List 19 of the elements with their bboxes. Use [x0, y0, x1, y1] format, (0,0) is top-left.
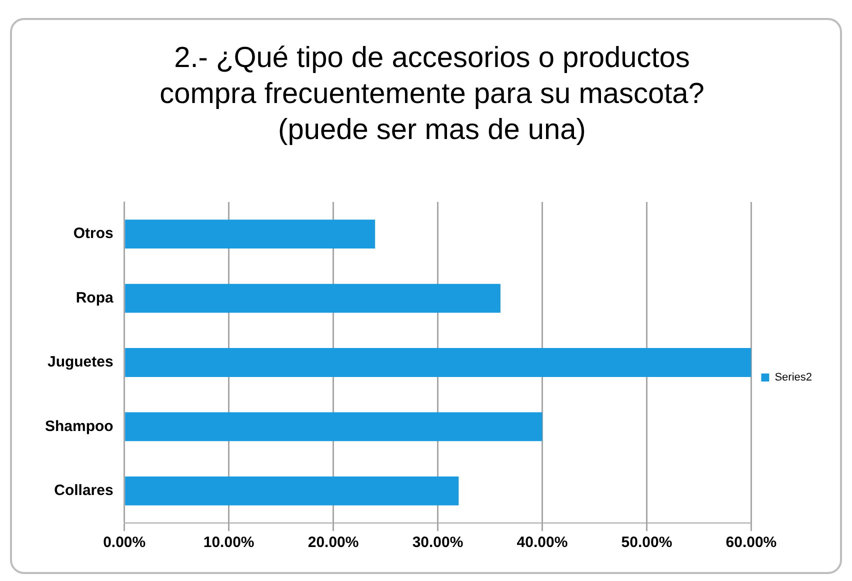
x-tick-label: 0.00% — [103, 534, 146, 552]
bar — [125, 284, 500, 313]
x-tick-label: 20.00% — [308, 534, 359, 552]
x-tick-label: 60.00% — [726, 534, 777, 552]
x-tick-label: 10.00% — [203, 534, 254, 552]
bar — [125, 476, 459, 506]
legend-label: Series2 — [774, 372, 812, 384]
y-tick-label: Juguetes — [47, 354, 114, 371]
bar — [125, 220, 376, 249]
y-tick-label: Collares — [54, 482, 114, 500]
y-tick-label: Ropa — [76, 289, 114, 306]
x-tick-label: 40.00% — [516, 534, 568, 552]
bar — [125, 412, 542, 442]
x-tick-label: 50.00% — [621, 534, 672, 552]
y-tick-label: Shampoo — [44, 418, 114, 435]
bar — [125, 348, 752, 377]
chart-title: 2.- ¿Qué tipo de accesorios o productos compra frecuentemente para su mascota? (puede ser mas de una) — [158, 41, 706, 148]
y-tick-label: Otros — [73, 225, 114, 242]
x-tick-label: 30.00% — [412, 534, 464, 552]
